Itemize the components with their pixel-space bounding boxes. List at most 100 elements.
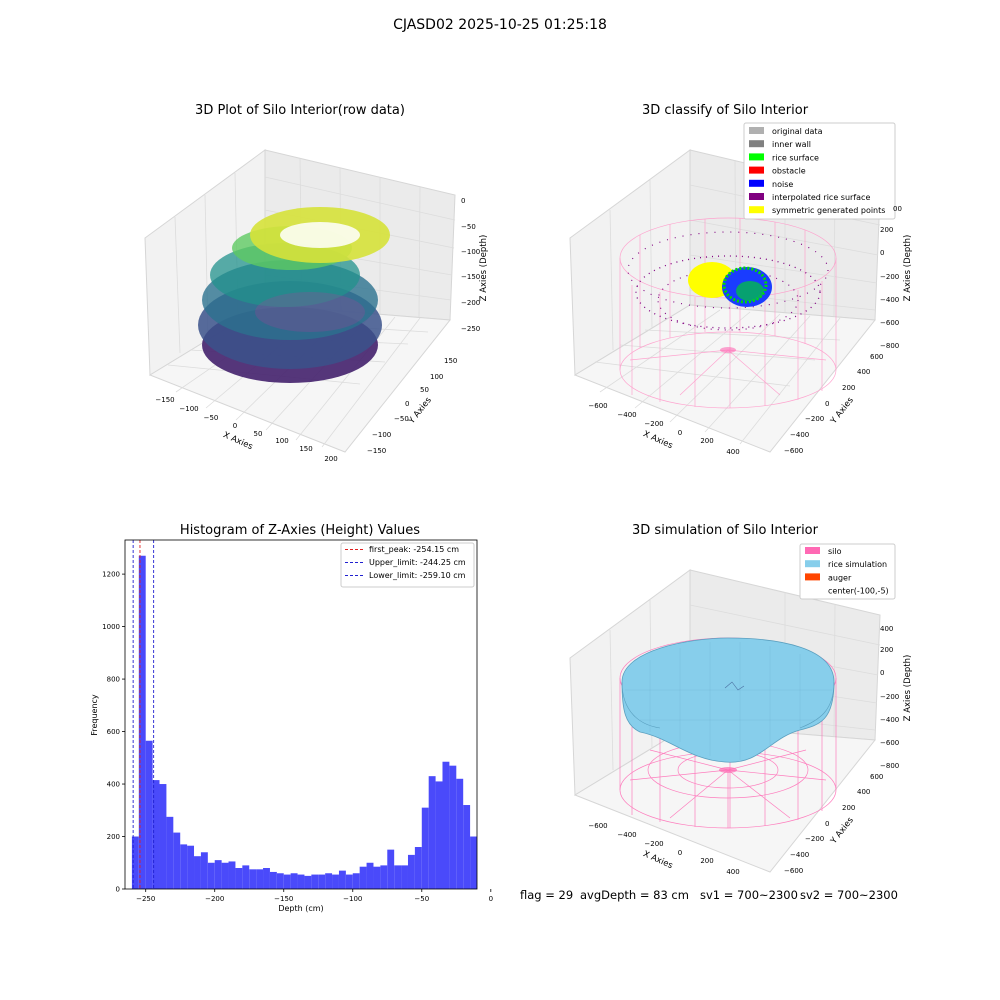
p4-ytick: 400 (857, 788, 870, 796)
hist-bar (276, 873, 284, 889)
hist-ytick-label: 600 (107, 728, 120, 736)
hist-bar (318, 874, 326, 889)
p4-ztick: −200 (880, 693, 899, 701)
p2-xtick: 200 (700, 437, 713, 445)
hist-bar (214, 860, 222, 889)
legend-label: interpolated rice surface (772, 193, 870, 202)
hist-xtick-label: 0 (489, 895, 493, 903)
hist-bar (242, 865, 250, 889)
hist-bar (311, 874, 319, 889)
p4-legend (799, 543, 896, 600)
p4-xtick: 400 (726, 868, 739, 876)
p1-ztick: −100 (461, 248, 480, 256)
legend-swatch (749, 140, 764, 148)
p4-ytick: −200 (805, 835, 824, 843)
p1-xtick: 0 (233, 422, 237, 430)
hist-bar (304, 875, 312, 889)
legend-label: auger (828, 573, 852, 582)
p2-ytick: 0 (825, 400, 829, 408)
hist-bar (435, 781, 443, 889)
p4-xtick: −600 (588, 822, 607, 830)
hist-ytick-label: 400 (107, 781, 120, 789)
p2-ytick: 200 (842, 384, 855, 392)
legend-label: original data (772, 127, 823, 136)
hist-bar (283, 874, 291, 889)
p1-ytick: 100 (430, 373, 443, 381)
p2-ztick: 0 (880, 249, 884, 257)
hist-xtick-label: −100 (343, 895, 362, 903)
legend-swatch (805, 547, 820, 554)
hist-bar (263, 868, 270, 889)
legend-label: noise (772, 180, 793, 189)
p1-xtick: 150 (299, 445, 312, 453)
hist-bar (290, 873, 298, 889)
p4-xlabel: X Axies (641, 849, 674, 871)
p4-zlabel: Z Axies (Depth) (903, 655, 913, 722)
hist-bar (145, 740, 153, 889)
legend-label: rice surface (772, 153, 819, 162)
hist-bar (345, 874, 353, 889)
panel2-3d-plot: original data inner wall rice surface obsta… (569, 122, 913, 456)
p1-ytick: 0 (405, 400, 409, 408)
p2-ytick: 400 (857, 368, 870, 376)
p4-ytick: 0 (825, 820, 829, 828)
hist-bar (359, 866, 367, 889)
p2-ztick-partial: 00 (893, 205, 902, 213)
p2-xtick: −400 (617, 411, 636, 419)
hist-bar (463, 805, 471, 889)
hist-bar (401, 865, 408, 889)
p4-ztick: 400 (880, 625, 893, 633)
p4-ztick: −600 (880, 739, 899, 747)
hist-bar (325, 873, 333, 889)
hist-bar (180, 844, 188, 889)
legend-swatch (749, 127, 764, 134)
hist-xtick-label: −50 (414, 895, 429, 903)
p4-ytick: −400 (790, 851, 809, 859)
hist-bar (228, 861, 236, 889)
p1-ytick: 150 (444, 357, 457, 365)
legend-swatch (749, 153, 764, 161)
hist-bar (449, 765, 457, 889)
hist-bar (407, 854, 415, 889)
p4-ztick: 200 (880, 646, 893, 654)
p2-ytick: 600 (870, 353, 883, 361)
hist-bar (352, 873, 360, 889)
p2-ztick: −800 (880, 342, 899, 350)
hist-bar (131, 836, 139, 889)
hist-xtick-label: −250 (136, 895, 155, 903)
hist-legend-label: Lower_limit: -259.10 cm (369, 571, 466, 580)
p1-xtick: −50 (204, 414, 219, 422)
p4-xtick: 200 (700, 857, 713, 865)
hist-bar (249, 869, 257, 889)
p2-ztick: −400 (880, 296, 899, 304)
p1-ztick: −200 (461, 299, 480, 307)
p4-ytick: 600 (870, 773, 883, 781)
p4-ytick: 200 (842, 804, 855, 812)
hist-bar (207, 862, 215, 889)
p4-xtick: −400 (617, 831, 636, 839)
legend-swatch (749, 193, 764, 200)
hist-bar (166, 816, 174, 889)
p4-xtick: −200 (644, 840, 663, 848)
hist-bar (414, 847, 422, 889)
legend-label: silo (828, 547, 842, 556)
hist-bar (152, 780, 160, 889)
hist-bar (187, 845, 195, 889)
p4-ztick: −800 (880, 762, 899, 770)
p2-xtick: −600 (588, 402, 607, 410)
avg-depth-text: avgDepth = 83 cm (580, 888, 689, 902)
p1-ytick: −50 (394, 415, 409, 423)
hist-bar (421, 807, 429, 889)
figure-title: CJASD02 2025-10-25 01:25:18 (393, 17, 607, 33)
legend-swatch (805, 560, 820, 568)
panel4-title: 3D simulation of Silo Interior (632, 523, 818, 538)
hist-bar (470, 836, 477, 889)
p1-xtick: 100 (275, 437, 288, 445)
p4-ylabel: Y Axies (828, 815, 856, 847)
p1-ztick: 0 (461, 197, 465, 205)
p4-xtick: 0 (678, 849, 682, 857)
hist-bar (394, 865, 402, 889)
legend-swatch (749, 166, 764, 174)
p1-ylabel: Y Axies (406, 395, 434, 427)
